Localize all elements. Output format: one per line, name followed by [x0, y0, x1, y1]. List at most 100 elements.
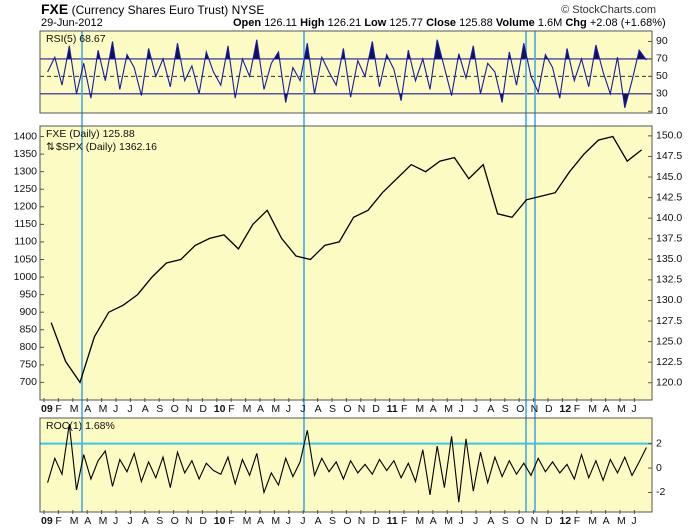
x-tick-label: N	[185, 515, 193, 527]
x-tick-label: M	[271, 515, 280, 527]
x-tick-label: 09	[41, 515, 53, 527]
panel-border	[39, 30, 653, 114]
x-tick-label: F	[228, 403, 234, 415]
event-markers	[81, 31, 536, 512]
panel-title: ROC(1) 1.68%	[46, 420, 115, 432]
x-tick-label: J	[300, 403, 305, 415]
x-tick-label: M	[70, 403, 79, 415]
x-tick-label: J	[127, 403, 132, 415]
exchange: NYSE	[231, 3, 265, 17]
quote-stats: Open 126.11 High 126.21 Low 125.77 Close…	[233, 17, 666, 29]
y2-tick-label: 137.5	[656, 233, 682, 245]
x-tick-label: F	[55, 403, 61, 415]
x-tick-label: M	[70, 515, 79, 527]
x-tick-label: D	[545, 515, 553, 527]
x-tick-label: M	[243, 515, 252, 527]
x-tick-label: A	[142, 515, 149, 527]
panel-background	[40, 31, 652, 113]
x-tick-label: N	[358, 515, 366, 527]
y-tick-label: 800	[19, 341, 37, 353]
stat-label: Volume	[495, 17, 535, 29]
x-tick-label: 11	[387, 403, 398, 415]
y-tick-label: 1300	[14, 165, 38, 177]
x-tick-label: M	[415, 403, 424, 415]
y2-tick-label: 145.0	[656, 171, 682, 183]
x-tick-label: A	[487, 515, 494, 527]
y-tick-label: 950	[19, 288, 37, 300]
x-tick-label: F	[228, 515, 234, 527]
x-tick-label: J	[113, 403, 118, 415]
y2-tick-label: 132.5	[656, 274, 682, 286]
x-tick-label: S	[329, 515, 336, 527]
x-tick-label: A	[487, 403, 494, 415]
x-tick-label: S	[156, 515, 163, 527]
stat-value: 1.6M	[537, 17, 563, 29]
y-tick-label: 850	[19, 324, 37, 336]
x-tick-label: M	[617, 403, 626, 415]
x-tick-label: J	[631, 403, 636, 415]
x-tick-label: O	[343, 515, 351, 527]
y2-tick-label: 150.0	[656, 130, 682, 142]
y-tick-label: 900	[19, 306, 37, 318]
x-tick-label: J	[459, 515, 464, 527]
quote-line: 29-Jun-2012 Open 126.11 High 126.21 Low …	[41, 17, 666, 29]
y2-tick-label: 127.5	[656, 315, 682, 327]
x-tick-label: F	[574, 403, 580, 415]
y2-tick-label: 125.0	[656, 335, 682, 347]
x-tick-label: A	[603, 515, 610, 527]
x-tick-label: O	[171, 515, 179, 527]
y-tick-label: 1150	[14, 218, 37, 230]
stat-value: 125.77	[389, 17, 424, 29]
x-tick-label: S	[156, 403, 163, 415]
y-tick-label: 750	[19, 359, 37, 371]
x-tick-label: D	[372, 403, 380, 415]
x-tick-label: D	[545, 403, 553, 415]
x-tick-label: F	[401, 403, 407, 415]
x-tick-label: S	[329, 403, 336, 415]
stat-value: 126.11	[264, 17, 298, 29]
y2-tick-label: 140.0	[656, 212, 682, 224]
date: 29-Jun-2012	[41, 17, 103, 29]
x-tick-label: O	[343, 403, 351, 415]
x-tick-label: D	[199, 515, 207, 527]
y-tick-label: 1100	[14, 236, 37, 248]
y-tick-label: 1400	[14, 130, 38, 142]
x-tick-label: N	[531, 515, 539, 527]
security-name: (Currency Shares Euro Trust)	[71, 3, 229, 17]
stat-label: Close	[426, 17, 457, 29]
y-tick-label: 0	[656, 462, 662, 474]
source: © StockCharts.com	[561, 4, 656, 16]
stat-value: 125.88	[459, 17, 493, 29]
x-tick-label: N	[531, 403, 539, 415]
x-tick-label: O	[171, 403, 179, 415]
x-tick-label: J	[459, 403, 464, 415]
x-tick-label: M	[617, 515, 626, 527]
x-tick-label: M	[444, 515, 453, 527]
x-tick-label: J	[473, 515, 478, 527]
y-tick-label: 10	[656, 105, 668, 117]
x-tick-label: M	[99, 515, 108, 527]
price-line	[50, 135, 642, 384]
y-tick-label: 50	[656, 70, 668, 82]
y-tick-label: 1000	[14, 271, 38, 283]
stat-label: Low	[364, 17, 387, 29]
x-tick-label: A	[142, 403, 149, 415]
y-tick-label: 30	[656, 88, 668, 100]
x-tick-label: J	[286, 515, 291, 527]
x-tick-label: M	[444, 403, 453, 415]
y-tick-label: 2	[656, 437, 662, 449]
y-tick-label: 70	[656, 53, 668, 65]
x-tick-label: O	[516, 403, 524, 415]
x-tick-label: 09	[41, 403, 53, 415]
x-tick-label: M	[588, 515, 597, 527]
x-tick-label: M	[99, 403, 108, 415]
x-tick-label: J	[127, 515, 132, 527]
panel-title: FXE (Daily) 125.88	[46, 128, 135, 140]
x-tick-label: M	[243, 403, 252, 415]
x-tick-label: J	[473, 403, 478, 415]
panel-background	[40, 126, 652, 400]
stat-value: +2.08 (+1.68%)	[589, 17, 666, 29]
y-tick-label: 700	[19, 376, 37, 388]
